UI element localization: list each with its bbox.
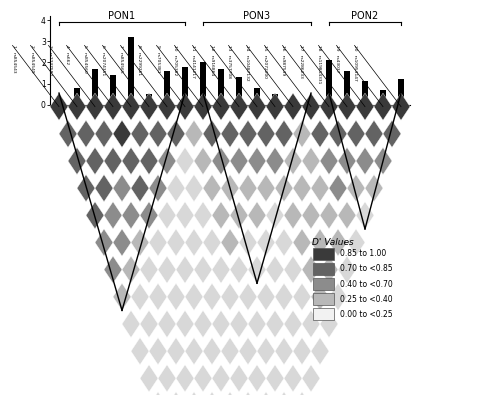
- Text: 11   rs4141217: 11 rs4141217: [192, 45, 196, 78]
- Bar: [398, 79, 404, 105]
- Text: 6   rs2074351: 6 rs2074351: [102, 45, 105, 76]
- Text: 0.00 to <0.25: 0.00 to <0.25: [340, 310, 392, 318]
- Text: 19   rs43037: 19 rs43037: [336, 45, 340, 73]
- Bar: [110, 75, 116, 105]
- Text: 7   rs854565: 7 rs854565: [120, 45, 124, 73]
- Text: 4   rs662: 4 rs662: [66, 45, 70, 64]
- Text: D' Values: D' Values: [312, 238, 354, 247]
- Bar: [312, 263, 334, 275]
- Text: 3   rs2237582: 3 rs2237582: [48, 45, 52, 76]
- Text: 17   rs2286233: 17 rs2286233: [300, 45, 304, 78]
- Bar: [312, 278, 334, 290]
- Text: 0.85 to 1.00: 0.85 to 1.00: [340, 250, 386, 258]
- Bar: [312, 308, 334, 320]
- Text: 16   rs987539: 16 rs987539: [282, 45, 286, 76]
- Bar: [254, 88, 260, 105]
- Bar: [74, 88, 80, 105]
- Text: 13   rs3757708: 13 rs3757708: [228, 45, 232, 79]
- Text: PON1: PON1: [108, 11, 136, 21]
- Text: 15   rs2072200: 15 rs2072200: [264, 45, 268, 79]
- Text: PON3: PON3: [244, 11, 270, 21]
- Text: 5   rs854560: 5 rs854560: [84, 45, 87, 73]
- Bar: [56, 98, 62, 105]
- Bar: [380, 90, 386, 105]
- Bar: [218, 69, 224, 105]
- Bar: [200, 62, 206, 105]
- Bar: [326, 60, 332, 105]
- Text: 8   rs2299261: 8 rs2299261: [138, 45, 141, 75]
- Text: 14   rs10487132: 14 rs10487132: [246, 45, 250, 81]
- Text: 10   rs705382: 10 rs705382: [174, 45, 178, 76]
- Bar: [164, 71, 170, 105]
- Text: 1   rs854543: 1 rs854543: [12, 45, 16, 73]
- Bar: [272, 94, 278, 105]
- Text: 20   rs10953147: 20 rs10953147: [354, 45, 358, 81]
- Text: 0.25 to <0.40: 0.25 to <0.40: [340, 295, 392, 303]
- Text: 12   rs916864: 12 rs916864: [210, 45, 214, 75]
- Text: 0.70 to <0.85: 0.70 to <0.85: [340, 265, 392, 273]
- Bar: [182, 67, 188, 105]
- Bar: [236, 77, 242, 105]
- Text: 0.40 to <0.70: 0.40 to <0.70: [340, 280, 392, 288]
- Bar: [312, 248, 334, 260]
- Text: PON2: PON2: [352, 11, 378, 21]
- Text: 9   rs705381: 9 rs705381: [156, 45, 160, 73]
- Bar: [128, 37, 134, 105]
- Bar: [92, 69, 98, 105]
- Text: 2   rs854549: 2 rs854549: [30, 45, 34, 73]
- Bar: [344, 71, 350, 105]
- Text: 18   rs119814331: 18 rs119814331: [318, 45, 322, 84]
- Bar: [312, 293, 334, 305]
- Bar: [362, 81, 368, 105]
- Bar: [290, 100, 296, 105]
- Bar: [146, 94, 152, 105]
- Bar: [308, 100, 314, 105]
